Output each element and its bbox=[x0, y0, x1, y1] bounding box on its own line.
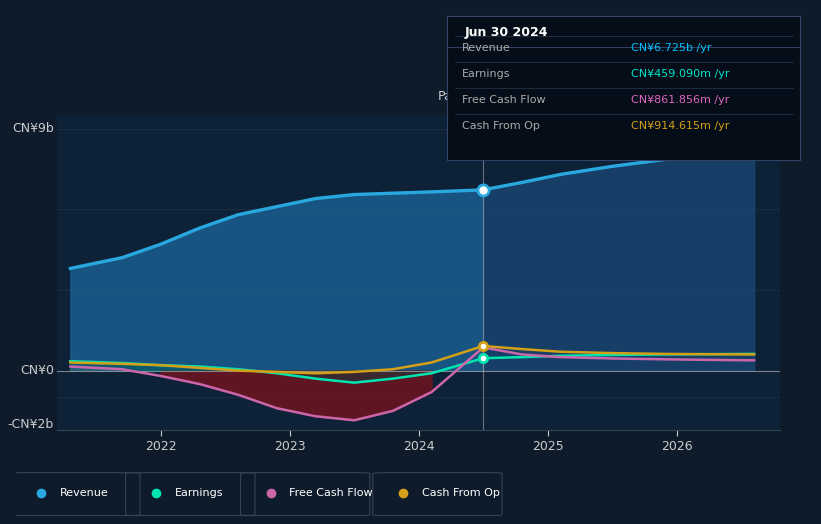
Text: CN¥9b: CN¥9b bbox=[12, 122, 54, 135]
Text: Past: Past bbox=[438, 90, 464, 103]
Text: Jun 30 2024: Jun 30 2024 bbox=[466, 26, 548, 39]
Text: Analysts Forecasts: Analysts Forecasts bbox=[496, 90, 612, 103]
Text: Cash From Op: Cash From Op bbox=[422, 487, 499, 498]
Text: CN¥914.615m /yr: CN¥914.615m /yr bbox=[631, 121, 729, 131]
Text: Earnings: Earnings bbox=[461, 69, 510, 79]
Text: Free Cash Flow: Free Cash Flow bbox=[290, 487, 373, 498]
Text: Earnings: Earnings bbox=[175, 487, 223, 498]
Text: CN¥6.725b /yr: CN¥6.725b /yr bbox=[631, 43, 712, 53]
Text: CN¥861.856m /yr: CN¥861.856m /yr bbox=[631, 95, 729, 105]
Text: Revenue: Revenue bbox=[461, 43, 511, 53]
Text: Free Cash Flow: Free Cash Flow bbox=[461, 95, 545, 105]
Text: CN¥459.090m /yr: CN¥459.090m /yr bbox=[631, 69, 730, 79]
Text: Cash From Op: Cash From Op bbox=[461, 121, 539, 131]
Text: Revenue: Revenue bbox=[59, 487, 108, 498]
Text: CN¥0: CN¥0 bbox=[20, 364, 54, 377]
Text: -CN¥2b: -CN¥2b bbox=[7, 418, 54, 431]
